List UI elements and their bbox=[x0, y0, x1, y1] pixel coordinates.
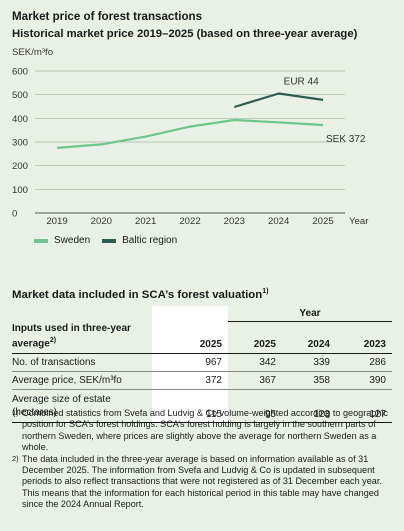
y-tick-labels: 0 100 200 300 400 500 600 bbox=[12, 67, 28, 220]
row-label-line1: Average size of estate bbox=[12, 394, 111, 405]
table-cell: 372 bbox=[152, 371, 228, 390]
footnote: 1) Combined statistics from Svefa and Lu… bbox=[12, 408, 394, 454]
x-axis-label: Year bbox=[349, 216, 369, 227]
col-header: 2023 bbox=[336, 321, 392, 354]
y-axis-label: SEK/m³fo bbox=[12, 47, 53, 58]
year-header: Year bbox=[228, 306, 392, 322]
footnote-text: The data included in the three-year aver… bbox=[22, 453, 382, 510]
chart-subtitle: Historical market price 2019–2025 (based… bbox=[12, 28, 358, 40]
series-line-sweden bbox=[56, 118, 324, 149]
footnote-mark: 2) bbox=[12, 453, 19, 463]
legend-item-baltic: Baltic region bbox=[102, 235, 177, 246]
table-cell: 390 bbox=[336, 371, 392, 390]
table-cell: 95 bbox=[228, 389, 282, 423]
x-tick-label: 2024 bbox=[268, 216, 290, 227]
legend-label-sweden: Sweden bbox=[54, 235, 91, 246]
x-tick-labels: 2019 2020 2021 2022 2023 2024 2025 bbox=[46, 216, 333, 227]
col-header: 2024 bbox=[282, 321, 336, 354]
x-tick-label: 2023 bbox=[224, 216, 245, 227]
footnotes: 1) Combined statistics from Svefa and Lu… bbox=[12, 408, 394, 511]
line-chart: SEK/m³fo 0 100 200 300 400 500 600 2019 2020 202… bbox=[12, 47, 369, 227]
row-label-line2: (hectares) bbox=[12, 407, 58, 418]
y-tick-label: 300 bbox=[12, 138, 28, 149]
annotation-label: EUR 44 bbox=[284, 76, 319, 87]
x-tick-label: 2020 bbox=[91, 216, 112, 227]
footnote: 2) The data included in the three-year a… bbox=[12, 454, 394, 511]
y-tick-label: 400 bbox=[12, 114, 28, 125]
row-header-line1: Inputs used in three-year bbox=[12, 322, 131, 334]
x-tick-label: 2019 bbox=[46, 216, 67, 227]
series-line-baltic bbox=[233, 92, 324, 109]
table-cell: 339 bbox=[282, 353, 336, 372]
series-lines bbox=[56, 92, 324, 149]
x-tick-label: 2021 bbox=[135, 216, 156, 227]
table-cell: 367 bbox=[228, 371, 282, 390]
col-header: 2025 bbox=[228, 321, 282, 354]
market-data-table: Year Inputs used in three-year average2) … bbox=[12, 306, 392, 423]
x-tick-label: 2022 bbox=[179, 216, 200, 227]
legend: Sweden Baltic region bbox=[34, 235, 189, 246]
table-cell: 127 bbox=[336, 389, 392, 423]
footnote-mark: 1) bbox=[12, 408, 19, 417]
legend-label-baltic: Baltic region bbox=[122, 235, 178, 246]
row-header-marker: 2) bbox=[49, 336, 57, 344]
table-title: Market data included in SCA’s forest val… bbox=[12, 288, 268, 301]
table-title-marker: 1) bbox=[262, 288, 269, 295]
legend-item-sweden: Sweden bbox=[34, 235, 90, 246]
y-tick-label: 200 bbox=[12, 161, 28, 172]
row-header: Inputs used in three-year average2) bbox=[12, 321, 152, 354]
row-label: No. of transactions bbox=[12, 353, 152, 372]
legend-swatch-sweden bbox=[34, 238, 48, 243]
table-cell: 286 bbox=[336, 353, 392, 372]
y-tick-label: 100 bbox=[12, 185, 28, 196]
legend-swatch-baltic bbox=[102, 238, 117, 243]
table-cell: 115 bbox=[152, 389, 228, 423]
table-cell: 342 bbox=[228, 353, 282, 372]
row-label: Average price, SEK/m³fo bbox=[12, 371, 152, 390]
table-cell: 123 bbox=[282, 389, 336, 423]
grid-lines bbox=[35, 70, 345, 214]
annotation-label: SEK 372 bbox=[326, 134, 366, 145]
row-header-line2: average bbox=[12, 338, 50, 349]
table-cell: 967 bbox=[152, 353, 228, 372]
row-label: Average size of estate (hectares) bbox=[12, 389, 152, 423]
footnote-text: Combined statistics from Svefa and Ludvi… bbox=[22, 408, 388, 453]
table-cell: 358 bbox=[282, 371, 336, 390]
table-title-text: Market data included in SCA’s forest val… bbox=[12, 288, 263, 301]
chart-title: Market price of forest transactions bbox=[12, 10, 203, 23]
y-tick-label: 0 bbox=[12, 209, 17, 220]
y-tick-label: 600 bbox=[12, 67, 28, 78]
annotations: EUR 44 SEK 372 bbox=[284, 76, 366, 144]
col-header: 2025 bbox=[152, 321, 228, 354]
x-tick-label: 2025 bbox=[312, 216, 333, 227]
y-tick-label: 500 bbox=[12, 90, 28, 101]
